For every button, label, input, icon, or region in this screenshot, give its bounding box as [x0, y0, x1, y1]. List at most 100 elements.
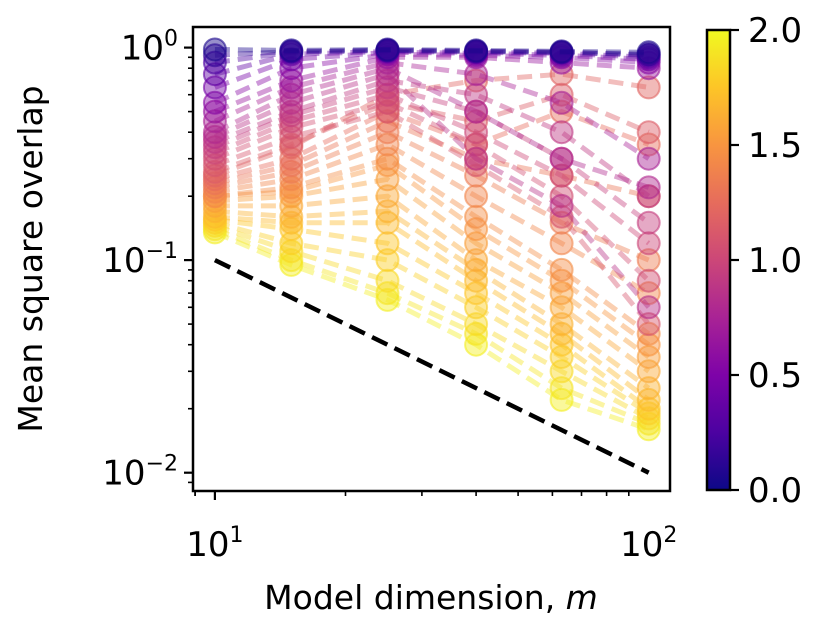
data-point: [202, 153, 227, 178]
x-axis-label: Model dimension, m: [264, 578, 598, 617]
series-line: [213, 100, 651, 283]
data-point: [636, 312, 661, 337]
data-point: [464, 281, 489, 306]
data-point: [636, 345, 661, 369]
y-axis: 10−2 10−1 100: [102, 27, 193, 494]
series-line: [214, 129, 650, 263]
data-point: [375, 231, 400, 256]
series-line: [213, 92, 651, 246]
reference-line: [213, 258, 650, 475]
data-point: [636, 376, 661, 401]
y-tick-label: 10−1: [102, 239, 178, 281]
series-line: [214, 46, 649, 55]
series-line: [214, 176, 651, 360]
data-point: [549, 321, 574, 346]
series-line: [214, 92, 650, 175]
data-point: [464, 312, 489, 337]
data-point: [636, 321, 661, 346]
y-tick-label: 10−2: [102, 452, 178, 494]
data-point: [549, 193, 574, 218]
series-group: [202, 132, 661, 306]
data-point: [636, 210, 661, 235]
data-point: [279, 248, 304, 273]
data-point: [549, 312, 574, 337]
data-point: [464, 120, 489, 145]
data-point: [279, 153, 304, 178]
series-line: [213, 65, 650, 190]
colorbar-tick-label: 1.0: [748, 241, 802, 281]
data-point: [464, 217, 489, 242]
data-point: [549, 163, 574, 188]
series-line: [214, 118, 650, 199]
data-point: [202, 43, 227, 68]
data-point: [464, 38, 489, 63]
data-point: [636, 120, 661, 145]
data-point: [464, 184, 489, 209]
data-point: [375, 184, 400, 209]
data-point: [375, 99, 400, 124]
series-line: [213, 71, 651, 309]
series-layer: [202, 37, 661, 442]
reference-line-layer: [213, 258, 650, 475]
series-line: [214, 47, 649, 66]
y-axis-label: Mean square overlap: [11, 85, 50, 432]
data-point: [636, 146, 661, 171]
series-line: [214, 208, 651, 391]
data-point: [279, 210, 304, 235]
data-point: [636, 184, 661, 209]
colorbar-tick-label: 0.5: [748, 356, 802, 396]
data-point: [375, 281, 400, 306]
data-point: [549, 376, 574, 401]
data-point: [464, 248, 489, 273]
x-tick-label: 101: [186, 523, 243, 565]
data-point: [549, 231, 574, 256]
series-line: [214, 108, 651, 326]
series-line: [214, 217, 651, 411]
plot-background: [193, 27, 670, 491]
series-line: [214, 220, 651, 416]
data-point: [636, 40, 661, 65]
data-point: [375, 248, 400, 273]
series-line: [214, 223, 650, 421]
data-point: [549, 90, 574, 115]
series-line: [213, 230, 650, 432]
data-point: [464, 82, 489, 107]
data-point: [636, 231, 661, 256]
colorbar-tick-label: 2.0: [748, 11, 802, 51]
series-line: [214, 48, 649, 77]
data-point: [375, 153, 400, 178]
data-point: [202, 37, 227, 62]
data-point: [636, 268, 661, 293]
data-point: [375, 287, 400, 312]
series-line: [213, 226, 650, 427]
data-point: [375, 37, 400, 62]
data-point: [464, 146, 489, 171]
data-point: [375, 132, 400, 157]
data-point: [549, 281, 574, 306]
data-point: [279, 132, 304, 157]
series-line: [214, 141, 650, 296]
data-point: [549, 39, 574, 64]
series-group: [202, 56, 661, 200]
series-line: [214, 214, 651, 402]
data-point: [549, 99, 574, 124]
data-point: [464, 257, 489, 282]
data-point: [202, 50, 227, 75]
series-group: [202, 199, 661, 401]
data-point: [549, 184, 574, 209]
data-point: [636, 75, 661, 100]
series-line: [214, 155, 651, 336]
y-tick-label: 100: [121, 27, 178, 69]
data-point: [464, 99, 489, 124]
series-line: [214, 193, 651, 374]
series-group: [202, 68, 661, 209]
data-point: [202, 99, 227, 124]
x-tick-label: 102: [620, 523, 677, 565]
data-point: [375, 109, 400, 134]
data-point: [464, 153, 489, 178]
data-point: [549, 82, 574, 107]
series-line: [214, 108, 650, 182]
series-group: [202, 50, 661, 171]
data-point: [202, 159, 227, 184]
